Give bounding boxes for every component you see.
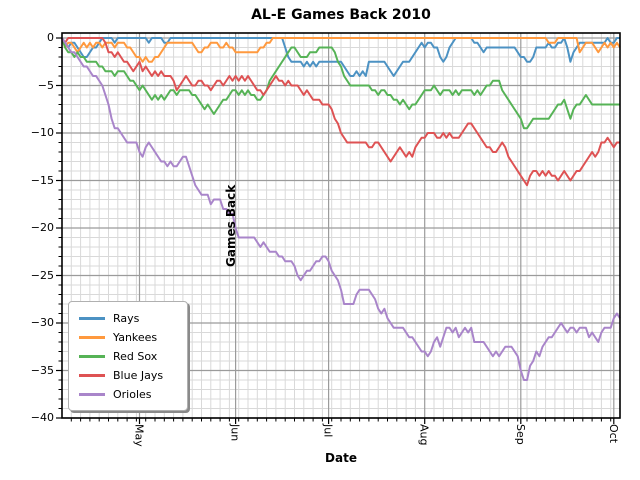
legend-label: Orioles xyxy=(113,388,152,401)
series-line-blue-jays xyxy=(61,37,620,187)
y-tick-label: −35 xyxy=(30,363,54,377)
y-tick-label: −5 xyxy=(37,78,54,92)
legend-label: Blue Jays xyxy=(113,369,164,382)
legend-line-swatch xyxy=(79,336,105,339)
y-tick-label: −20 xyxy=(30,221,54,234)
series-line-orioles xyxy=(61,37,621,381)
legend: Rays Yankees Red Sox Blue Jays Orioles xyxy=(68,301,188,411)
y-tick-label: −40 xyxy=(30,411,54,424)
legend-item-orioles: Orioles xyxy=(79,385,177,404)
y-tick-label: −10 xyxy=(30,126,54,139)
series-line-rays xyxy=(61,37,620,77)
y-tick-label: −15 xyxy=(30,173,54,187)
legend-item-blue-jays: Blue Jays xyxy=(79,366,177,385)
legend-line-swatch xyxy=(79,355,105,358)
legend-line-swatch xyxy=(79,393,105,396)
y-tick-label: 0 xyxy=(47,31,54,44)
y-tick-label: −25 xyxy=(30,268,54,282)
chart-title: AL-E Games Back 2010 xyxy=(251,7,431,23)
x-tick-label: Sep xyxy=(513,424,527,445)
series-line-yankees xyxy=(61,37,621,63)
y-tick-label: −30 xyxy=(30,316,54,329)
legend-item-yankees: Yankees xyxy=(79,328,177,347)
x-tick-label: Jun xyxy=(228,424,242,442)
legend-item-rays: Rays xyxy=(79,309,177,328)
legend-line-swatch xyxy=(79,317,105,320)
legend-line-swatch xyxy=(79,374,105,377)
series-line-red-sox xyxy=(61,37,620,130)
legend-label: Red Sox xyxy=(113,350,158,363)
x-tick-label: Aug xyxy=(417,424,431,446)
x-tick-label: Oct xyxy=(606,424,620,444)
legend-label: Rays xyxy=(113,312,140,325)
legend-item-red-sox: Red Sox xyxy=(79,347,177,366)
x-axis-title: Date xyxy=(325,451,357,465)
x-tick-label: May xyxy=(132,424,146,447)
legend-label: Yankees xyxy=(113,331,158,344)
x-tick-label: Jul xyxy=(321,424,335,438)
